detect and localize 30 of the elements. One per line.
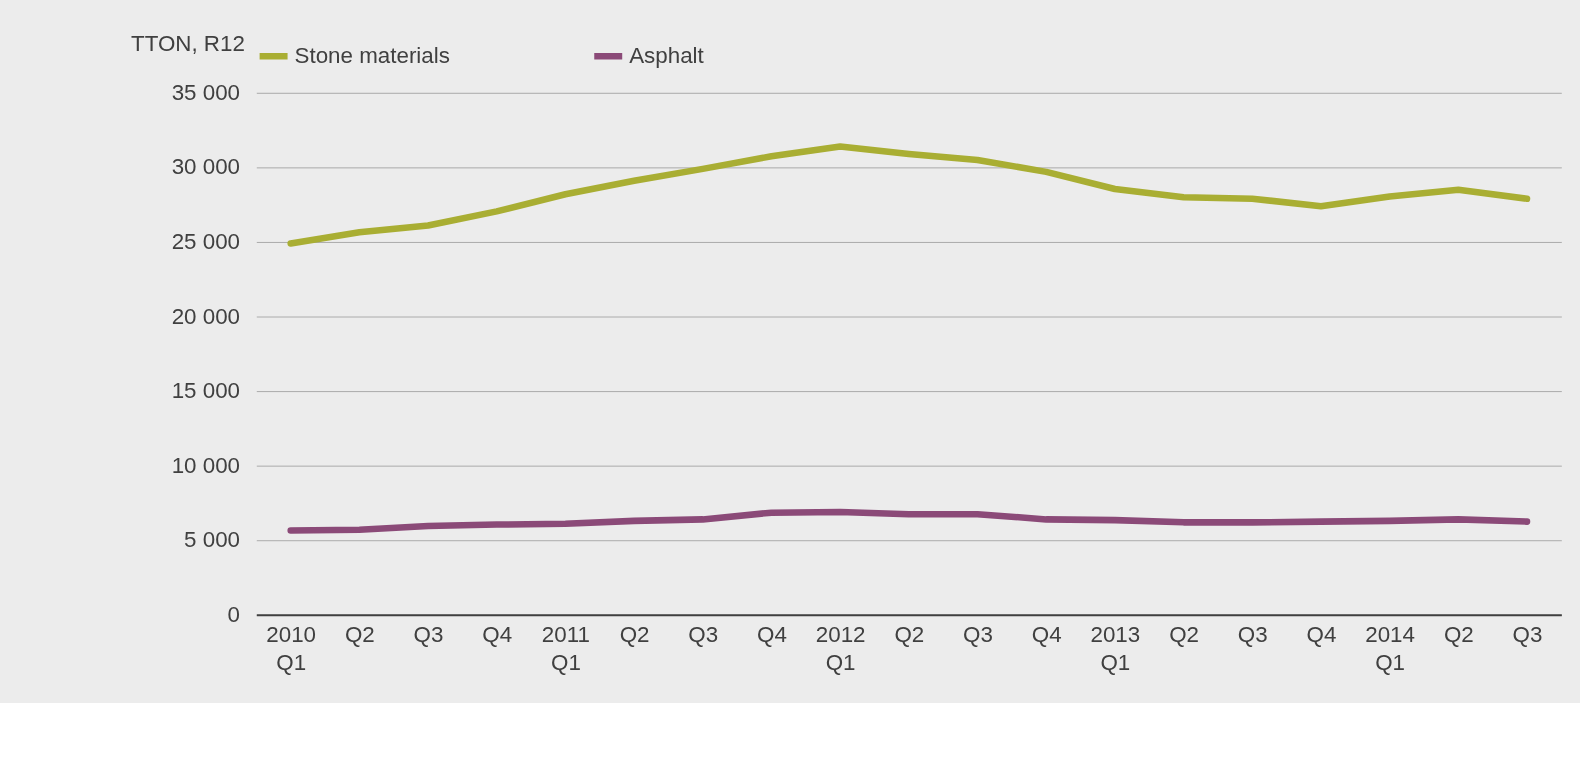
- y-tick-label: 10 000: [171, 452, 241, 478]
- x-tick-label: Q3: [688, 622, 719, 648]
- y-tick-label: 20 000: [171, 303, 241, 329]
- y-tick-label: 25 000: [171, 228, 241, 254]
- x-tick-label: Q2: [1169, 622, 1199, 648]
- x-tick-label: 2014 Q1: [1365, 622, 1415, 676]
- y-tick-label: 15 000: [171, 378, 241, 404]
- legend-label: Stone materials: [294, 42, 450, 68]
- x-tick-label: Q2: [894, 622, 925, 648]
- x-tick-label: Q3: [413, 622, 444, 648]
- x-tick-label: Q2: [344, 622, 375, 648]
- x-tick-label: 2013 Q1: [1090, 622, 1141, 676]
- y-tick-label: 30 000: [171, 154, 241, 180]
- legend-label: Asphalt: [629, 42, 705, 68]
- y-tick-label: 5 000: [184, 527, 241, 553]
- x-tick-label: Q4: [757, 622, 787, 648]
- x-tick-label: Q4: [482, 622, 513, 648]
- x-tick-label: Q2: [1443, 622, 1474, 648]
- x-tick-label: Q3: [1237, 622, 1268, 648]
- x-tick-label: Q4: [1031, 622, 1062, 648]
- y-tick-label: 35 000: [171, 79, 241, 105]
- x-tick-label: Q4: [1306, 622, 1337, 648]
- x-tick-label: 2011 Q1: [541, 622, 590, 676]
- x-tick-label: Q3: [963, 622, 993, 648]
- x-tick-label: Q2: [619, 622, 650, 648]
- x-tick-label: 2010 Q1: [266, 622, 317, 676]
- y-tick-label: 0: [227, 601, 241, 627]
- y-axis-title: TTON, R12: [130, 31, 245, 57]
- x-tick-label: 2012 Q1: [815, 622, 866, 676]
- x-tick-label: Q3: [1512, 622, 1543, 648]
